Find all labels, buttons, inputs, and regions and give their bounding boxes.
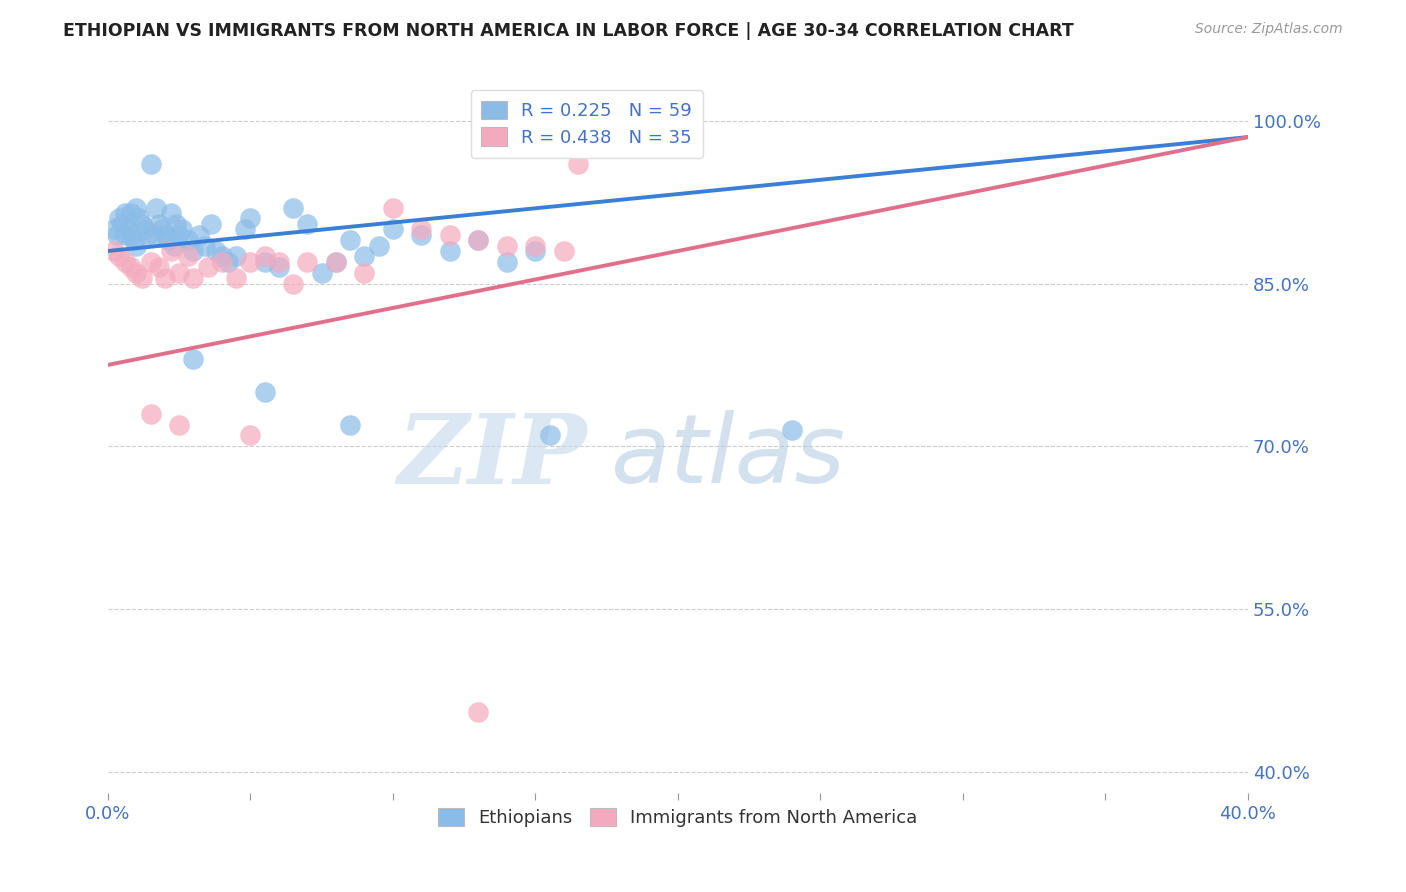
Point <box>297 217 319 231</box>
Point <box>114 206 136 220</box>
Point <box>325 255 347 269</box>
Point <box>148 217 170 231</box>
Point <box>150 222 173 236</box>
Point <box>267 260 290 275</box>
Point <box>145 201 167 215</box>
Point <box>156 233 179 247</box>
Point <box>225 249 247 263</box>
Point <box>381 201 404 215</box>
Point <box>339 233 361 247</box>
Text: atlas: atlas <box>610 410 845 503</box>
Point <box>177 233 200 247</box>
Point <box>283 201 305 215</box>
Point <box>411 227 433 242</box>
Point <box>197 260 219 275</box>
Point <box>117 222 139 236</box>
Point <box>439 244 461 258</box>
Legend: Ethiopians, Immigrants from North America: Ethiopians, Immigrants from North Americ… <box>432 801 925 834</box>
Point <box>120 206 142 220</box>
Point <box>165 217 187 231</box>
Text: ETHIOPIAN VS IMMIGRANTS FROM NORTH AMERICA IN LABOR FORCE | AGE 30-34 CORRELATIO: ETHIOPIAN VS IMMIGRANTS FROM NORTH AMERI… <box>63 22 1074 40</box>
Text: ZIP: ZIP <box>396 409 586 504</box>
Point <box>367 238 389 252</box>
Point <box>103 222 125 236</box>
Point <box>297 255 319 269</box>
Point <box>524 238 547 252</box>
Point <box>553 244 575 258</box>
Point <box>139 157 162 171</box>
Point <box>167 417 190 432</box>
Point <box>108 211 131 226</box>
Text: Source: ZipAtlas.com: Source: ZipAtlas.com <box>1195 22 1343 37</box>
Point <box>162 238 184 252</box>
Point <box>103 244 125 258</box>
Point <box>496 255 519 269</box>
Point <box>339 417 361 432</box>
Point <box>131 217 153 231</box>
Point <box>780 423 803 437</box>
Point <box>200 217 222 231</box>
Point <box>159 244 181 258</box>
Point <box>467 233 489 247</box>
Point <box>125 238 148 252</box>
Point <box>183 244 205 258</box>
Point <box>120 260 142 275</box>
Point <box>467 705 489 719</box>
Point <box>524 244 547 258</box>
Point <box>142 227 165 242</box>
Point <box>105 227 128 242</box>
Point <box>167 266 190 280</box>
Point <box>211 255 233 269</box>
Point <box>253 384 276 399</box>
Point <box>353 266 375 280</box>
Point <box>194 238 217 252</box>
Point <box>205 244 228 258</box>
Point <box>139 255 162 269</box>
Point <box>538 428 561 442</box>
Point <box>172 222 194 236</box>
Point <box>439 227 461 242</box>
Point <box>128 211 150 226</box>
Point <box>167 227 190 242</box>
Point <box>253 249 276 263</box>
Point <box>239 211 262 226</box>
Point <box>211 249 233 263</box>
Point <box>183 352 205 367</box>
Point <box>283 277 305 291</box>
Point <box>131 271 153 285</box>
Point <box>381 222 404 236</box>
Point <box>496 238 519 252</box>
Point <box>239 428 262 442</box>
Point <box>120 227 142 242</box>
Point <box>134 222 156 236</box>
Point <box>159 206 181 220</box>
Point <box>567 157 589 171</box>
Point <box>183 271 205 285</box>
Point <box>148 260 170 275</box>
Point <box>114 227 136 242</box>
Point <box>311 266 333 280</box>
Point <box>122 233 145 247</box>
Point <box>177 249 200 263</box>
Point <box>114 255 136 269</box>
Point <box>217 255 239 269</box>
Point <box>467 233 489 247</box>
Point <box>111 217 134 231</box>
Point <box>153 271 176 285</box>
Point <box>125 201 148 215</box>
Point <box>108 249 131 263</box>
Point <box>411 222 433 236</box>
Point <box>153 227 176 242</box>
Point <box>233 222 256 236</box>
Point <box>267 255 290 269</box>
Point <box>253 255 276 269</box>
Point <box>325 255 347 269</box>
Point <box>188 227 211 242</box>
Point <box>353 249 375 263</box>
Point <box>239 255 262 269</box>
Point <box>139 407 162 421</box>
Point <box>136 227 159 242</box>
Point <box>125 266 148 280</box>
Point <box>225 271 247 285</box>
